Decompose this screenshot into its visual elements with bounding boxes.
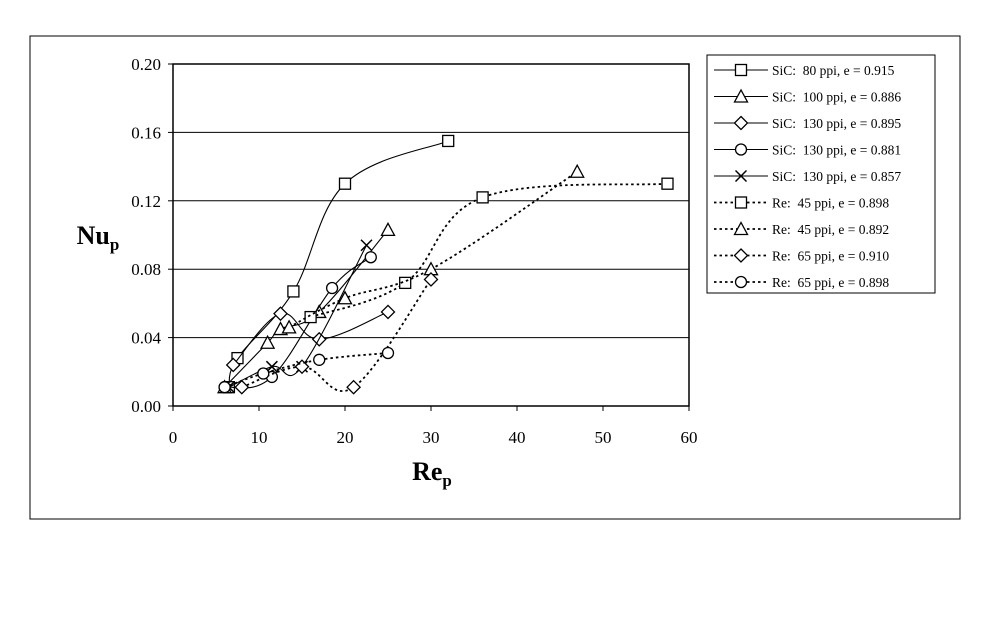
data-point (476, 191, 489, 204)
y-tick-label: 0.20 (131, 55, 161, 74)
x-tick-label: 10 (251, 428, 268, 447)
legend-item: SiC: 100 ppi, e = 0.886 (714, 88, 901, 105)
series-8 (234, 272, 439, 395)
data-point (338, 177, 352, 190)
legend-item: SiC: 130 ppi, e = 0.895 (714, 115, 901, 131)
x-axis-ticks: 0 10 20 30 40 50 60 (169, 406, 698, 447)
series-6 (304, 177, 674, 324)
data-point (234, 379, 250, 395)
x-tick-label: 0 (169, 428, 178, 447)
y-tick-label: 0.00 (131, 397, 161, 416)
legend-marker (733, 88, 749, 103)
chart-frame (29, 35, 961, 520)
series-line (241, 278, 432, 392)
legend-box (706, 54, 936, 294)
y-axis-title: Nup (77, 221, 120, 254)
y-axis-ticks: 0.00 0.04 0.08 0.12 0.16 0.20 (131, 55, 173, 416)
legend-marker (733, 115, 749, 131)
x-tick-label: 20 (337, 428, 354, 447)
legend-label: SiC: 130 ppi, e = 0.881 (772, 143, 901, 158)
legend-item: Re: 45 ppi, e = 0.898 (714, 196, 889, 211)
data-point (337, 290, 353, 305)
legend-label: SiC: 80 ppi, e = 0.915 (772, 63, 895, 78)
x-axis-title: Rep (412, 457, 452, 490)
data-point (360, 239, 373, 252)
data-point (569, 163, 585, 178)
series-layer (217, 134, 674, 395)
legend-label: Re: 45 ppi, e = 0.892 (772, 222, 889, 237)
series-7 (281, 163, 585, 334)
data-point (325, 281, 339, 295)
legend-marker (734, 196, 748, 209)
data-point (260, 334, 276, 349)
legend-item: Re: 45 ppi, e = 0.892 (714, 221, 889, 237)
data-point (218, 381, 231, 394)
y-tick-label: 0.08 (131, 260, 161, 279)
plot-area (172, 63, 690, 407)
data-point (442, 134, 455, 148)
legend-marker (734, 63, 748, 77)
legend-marker (733, 248, 749, 263)
series-line (232, 311, 389, 366)
grid (173, 131, 689, 339)
data-point (399, 276, 412, 290)
legend-label: Re: 65 ppi, e = 0.910 (772, 249, 889, 264)
data-point (225, 357, 241, 373)
y-tick-label: 0.04 (131, 329, 161, 348)
data-point (364, 251, 377, 264)
data-point (304, 310, 317, 324)
legend-item: SiC: 130 ppi, e = 0.881 (714, 143, 901, 158)
x-tick-label: 30 (423, 428, 440, 447)
data-point (287, 285, 300, 298)
x-tick-label: 50 (595, 428, 612, 447)
x-tick-label: 60 (681, 428, 698, 447)
data-point (313, 353, 326, 366)
legend-item: SiC: 80 ppi, e = 0.915 (714, 63, 895, 78)
legend-label: SiC: 130 ppi, e = 0.895 (772, 116, 901, 131)
data-point (381, 346, 395, 360)
legend-item: Re: 65 ppi, e = 0.898 (714, 275, 889, 290)
x-tick-label: 40 (509, 428, 526, 447)
y-tick-label: 0.16 (131, 123, 161, 142)
legend-label: Re: 65 ppi, e = 0.898 (772, 275, 889, 290)
data-point (380, 222, 396, 237)
legend-label: Re: 45 ppi, e = 0.898 (772, 196, 889, 211)
legend-marker (733, 221, 749, 236)
legend-label: SiC: 100 ppi, e = 0.886 (772, 90, 901, 105)
data-point (661, 177, 674, 190)
legend-marker (734, 169, 748, 183)
data-point (273, 306, 288, 322)
series-line (224, 352, 389, 389)
data-point (380, 304, 396, 320)
legend-marker (734, 143, 748, 156)
series-line (288, 170, 578, 329)
series-line (228, 245, 367, 388)
data-point (257, 367, 270, 380)
series-line (310, 182, 668, 318)
legend: SiC: 80 ppi, e = 0.915 SiC: 100 ppi, e = … (714, 63, 901, 290)
legend-label: SiC: 130 ppi, e = 0.857 (772, 169, 901, 184)
series-9 (218, 346, 395, 394)
data-point (281, 319, 297, 334)
legend-item: SiC: 130 ppi, e = 0.857 (714, 169, 901, 184)
y-tick-label: 0.12 (131, 192, 161, 211)
legend-marker (734, 275, 748, 289)
data-point (346, 379, 362, 395)
data-point (423, 272, 439, 287)
series-line (228, 140, 449, 388)
series-1 (222, 134, 455, 394)
legend-item: Re: 65 ppi, e = 0.910 (714, 248, 889, 264)
